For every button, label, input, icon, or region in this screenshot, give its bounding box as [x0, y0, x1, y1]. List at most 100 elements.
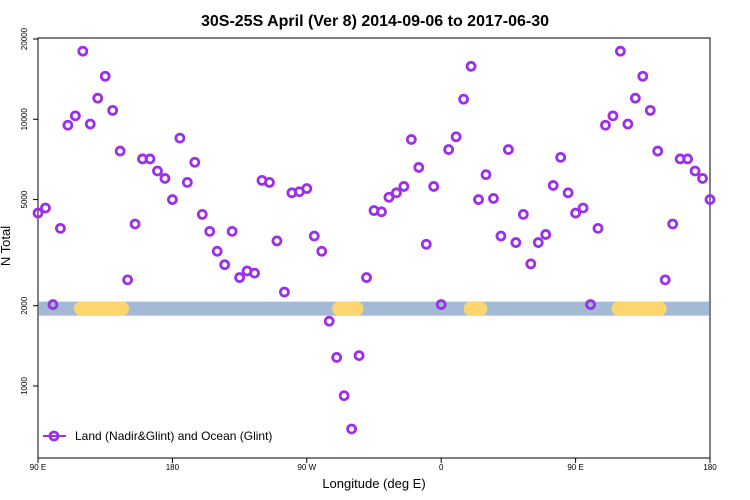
- y-axis: 1000 2000 5000 10000 20000: [20, 27, 38, 395]
- ocean-band: [39, 301, 709, 316]
- data-points: [32, 45, 716, 435]
- data-point: [465, 60, 477, 72]
- y-tick-label: 1000: [20, 377, 29, 395]
- data-point: [413, 162, 425, 173]
- x-tick-label: 90 E: [30, 463, 46, 472]
- x-tick-label: 90 E: [567, 463, 583, 472]
- data-point: [480, 169, 492, 181]
- data-point: [47, 299, 59, 310]
- data-point: [99, 70, 111, 82]
- data-point: [555, 151, 567, 163]
- data-point: [264, 176, 275, 188]
- y-axis-label: N Total: [0, 226, 13, 266]
- x-axis: 90 E 180 90 W 0 90 E 180: [30, 458, 717, 472]
- data-point: [174, 132, 186, 144]
- data-point: [570, 207, 581, 219]
- data-point: [159, 173, 171, 184]
- data-point: [525, 258, 537, 270]
- data-point: [353, 350, 365, 362]
- data-point: [405, 134, 417, 145]
- data-point: [577, 202, 589, 214]
- data-point: [435, 299, 447, 310]
- data-point: [152, 165, 163, 177]
- data-point: [204, 225, 216, 237]
- data-point: [346, 423, 358, 435]
- data-point: [585, 299, 596, 310]
- data-point: [637, 70, 649, 82]
- legend: Land (Nadir&Glint) and Ocean (Glint): [43, 429, 272, 443]
- data-point: [55, 222, 66, 234]
- data-point: [107, 104, 119, 116]
- x-axis-label: Longitude (deg E): [322, 476, 425, 491]
- data-point: [697, 173, 708, 184]
- data-point: [32, 207, 44, 219]
- data-point: [69, 110, 81, 122]
- data-point: [390, 187, 402, 199]
- data-point: [129, 218, 141, 230]
- x-tick-label: 90 W: [297, 463, 316, 472]
- land-band: [73, 301, 130, 316]
- data-point: [517, 208, 529, 220]
- data-point: [166, 194, 178, 205]
- land-band: [463, 301, 488, 316]
- data-point: [301, 183, 313, 194]
- data-point: [376, 206, 387, 218]
- data-point: [226, 225, 238, 237]
- data-point: [495, 230, 507, 242]
- data-point: [361, 272, 372, 283]
- data-point: [114, 145, 126, 157]
- data-point: [488, 193, 499, 204]
- data-point: [689, 165, 701, 177]
- legend-label: Land (Nadir&Glint) and Ocean (Glint): [75, 429, 272, 443]
- data-point: [532, 237, 544, 248]
- data-point: [428, 181, 440, 192]
- data-point: [450, 131, 462, 143]
- y-tick-label: 2000: [20, 296, 29, 314]
- data-point: [592, 222, 604, 234]
- data-point: [667, 218, 679, 230]
- surface-band: [39, 301, 709, 316]
- data-point: [316, 245, 328, 257]
- data-point: [219, 259, 231, 271]
- plot-frame: [37, 37, 711, 459]
- chart-title: 30S-25S April (Ver 8) 2014-09-06 to 2017…: [201, 13, 549, 30]
- data-point: [144, 153, 156, 165]
- data-point: [383, 191, 395, 203]
- data-point: [92, 92, 104, 104]
- data-point: [704, 194, 716, 205]
- land-band: [332, 301, 364, 316]
- data-point: [40, 202, 51, 214]
- data-point: [122, 274, 133, 286]
- data-point: [502, 144, 514, 155]
- legend-marker: [48, 430, 60, 442]
- data-point: [458, 93, 470, 105]
- data-point: [443, 144, 455, 155]
- data-point: [278, 286, 290, 298]
- data-point: [629, 92, 641, 104]
- data-point: [196, 208, 208, 220]
- data-point: [338, 390, 350, 402]
- land-band: [611, 301, 667, 316]
- data-point: [547, 180, 559, 191]
- data-point: [420, 238, 432, 250]
- data-point: [398, 181, 410, 192]
- data-point: [540, 229, 552, 240]
- data-point: [607, 110, 619, 122]
- data-point: [308, 230, 320, 242]
- data-point: [644, 104, 656, 116]
- data-point: [62, 119, 74, 131]
- data-point: [189, 156, 201, 168]
- data-point: [682, 153, 693, 165]
- data-point: [77, 45, 89, 57]
- data-point: [84, 118, 96, 130]
- data-point: [323, 315, 335, 327]
- data-point: [181, 176, 193, 188]
- data-point: [234, 272, 246, 283]
- data-point: [271, 235, 283, 247]
- x-tick-label: 180: [166, 463, 180, 472]
- data-point: [615, 45, 626, 57]
- data-point: [622, 118, 634, 130]
- y-tick-label: 5000: [20, 190, 29, 208]
- x-tick-label: 0: [439, 463, 444, 472]
